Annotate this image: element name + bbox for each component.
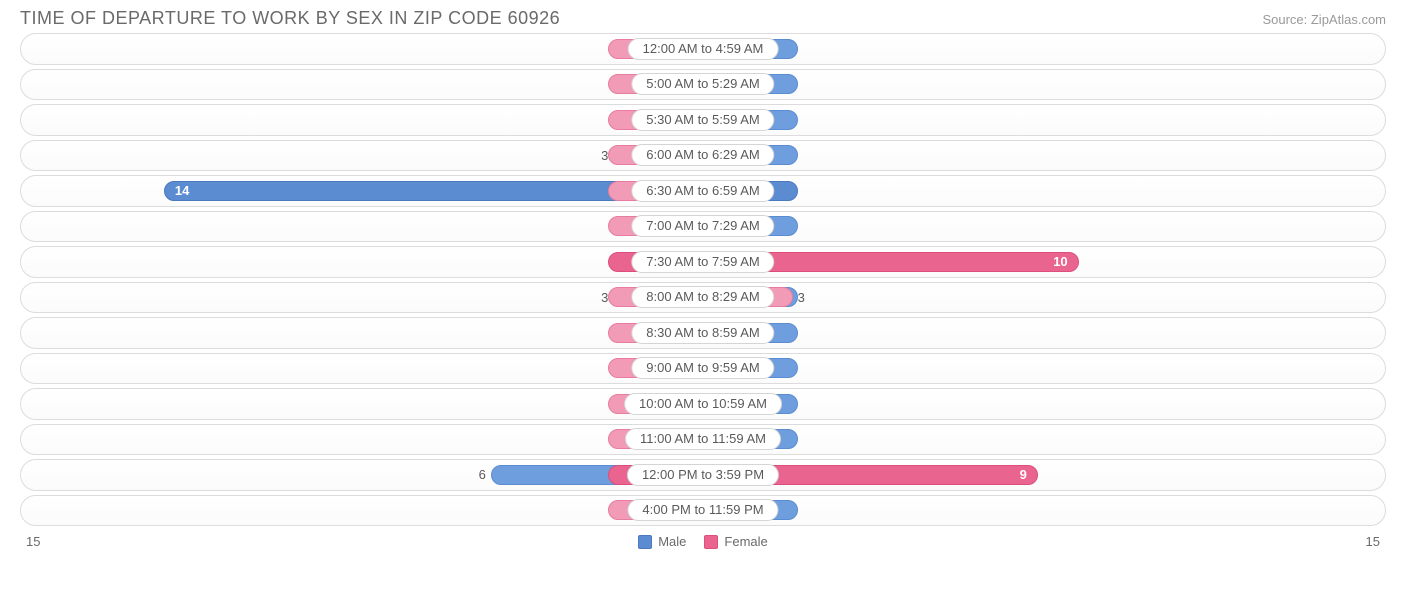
time-range-label: 6:00 AM to 6:29 AM <box>631 144 774 166</box>
time-range-label: 11:00 AM to 11:59 AM <box>625 428 781 450</box>
chart-row: 1406:30 AM to 6:59 AM <box>20 175 1386 207</box>
chart-footer: 15 Male Female 15 <box>0 530 1406 549</box>
chart-row: 008:30 AM to 8:59 AM <box>20 317 1386 349</box>
time-range-label: 7:30 AM to 7:59 AM <box>631 251 774 273</box>
chart-title: TIME OF DEPARTURE TO WORK BY SEX IN ZIP … <box>20 8 560 29</box>
legend-female: Female <box>704 534 767 549</box>
legend-male: Male <box>638 534 686 549</box>
legend: Male Female <box>638 534 768 549</box>
chart-row: 004:00 PM to 11:59 PM <box>20 495 1386 527</box>
female-value: 3 <box>792 290 811 305</box>
chart-row: 338:00 AM to 8:29 AM <box>20 282 1386 314</box>
chart-source: Source: ZipAtlas.com <box>1262 8 1386 27</box>
time-range-label: 7:00 AM to 7:29 AM <box>631 215 774 237</box>
male-value: 14 <box>165 183 195 198</box>
female-value: 9 <box>1014 467 1037 482</box>
time-range-label: 12:00 PM to 3:59 PM <box>627 464 779 486</box>
chart-area: 0012:00 AM to 4:59 AM 005:00 AM to 5:29 A… <box>0 33 1406 526</box>
legend-female-label: Female <box>724 534 767 549</box>
female-swatch-icon <box>704 535 718 549</box>
legend-male-label: Male <box>658 534 686 549</box>
male-value: 6 <box>473 467 492 482</box>
time-range-label: 8:30 AM to 8:59 AM <box>631 322 774 344</box>
chart-row: 0010:00 AM to 10:59 AM <box>20 388 1386 420</box>
time-range-label: 12:00 AM to 4:59 AM <box>628 38 779 60</box>
male-swatch-icon <box>638 535 652 549</box>
axis-max-left: 15 <box>26 534 40 549</box>
time-range-label: 4:00 PM to 11:59 PM <box>627 499 778 521</box>
chart-row: 005:00 AM to 5:29 AM <box>20 69 1386 101</box>
chart-row: 0012:00 AM to 4:59 AM <box>20 33 1386 65</box>
time-range-label: 5:00 AM to 5:29 AM <box>631 73 774 95</box>
chart-row: 0107:30 AM to 7:59 AM <box>20 246 1386 278</box>
chart-row: 009:00 AM to 9:59 AM <box>20 353 1386 385</box>
time-range-label: 10:00 AM to 10:59 AM <box>624 393 782 415</box>
time-range-label: 5:30 AM to 5:59 AM <box>631 109 774 131</box>
time-range-label: 6:30 AM to 6:59 AM <box>631 180 774 202</box>
time-range-label: 9:00 AM to 9:59 AM <box>631 357 774 379</box>
time-range-label: 8:00 AM to 8:29 AM <box>631 286 774 308</box>
chart-row: 207:00 AM to 7:29 AM <box>20 211 1386 243</box>
axis-max-right: 15 <box>1366 534 1380 549</box>
chart-row: 6 9 12:00 PM to 3:59 PM <box>20 459 1386 491</box>
chart-header: TIME OF DEPARTURE TO WORK BY SEX IN ZIP … <box>0 0 1406 33</box>
chart-row: 306:00 AM to 6:29 AM <box>20 140 1386 172</box>
female-value: 10 <box>1047 254 1077 269</box>
chart-row: 005:30 AM to 5:59 AM <box>20 104 1386 136</box>
chart-row: 0011:00 AM to 11:59 AM <box>20 424 1386 456</box>
